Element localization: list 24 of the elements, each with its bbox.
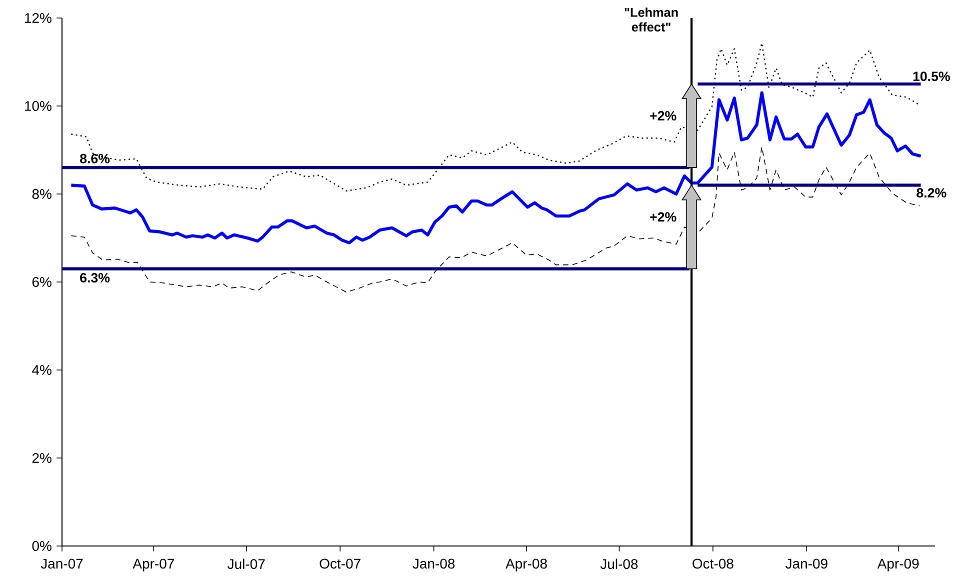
x-tick-label: Apr-09 [877, 558, 919, 572]
ref-line-label: "Lehman effect" [624, 8, 678, 32]
x-tick-label: Jan-08 [412, 558, 455, 569]
y-tick-label: 0% [32, 541, 52, 551]
annotation: +2% [650, 212, 676, 222]
x-tick-label: Jan-09 [785, 558, 828, 569]
x-tick-label: Jan-07 [40, 558, 83, 569]
y-tick-label: 12% [25, 13, 52, 23]
x-tick-label: Jul-07 [228, 558, 265, 569]
y-tick-label: 6% [32, 277, 52, 287]
x-tick-label: Oct-07 [320, 558, 360, 569]
y-tick-label: 4% [32, 365, 52, 375]
x-tick-label: Jul-08 [600, 558, 638, 569]
x-tick-label: Apr-08 [506, 558, 547, 572]
annotation: 8.6% [80, 154, 110, 164]
y-tick-label: 8% [32, 189, 52, 199]
y-tick-label: 2% [32, 453, 52, 463]
annotation: +2% [650, 111, 676, 120]
x-tick-label: Oct-08 [692, 558, 734, 569]
annotation: 8.2% [916, 188, 946, 198]
annotation: 6.3% [80, 273, 110, 283]
x-tick-label: Apr-07 [132, 558, 174, 572]
annotation: 10.5% [913, 72, 950, 82]
y-tick-label: 10% [25, 101, 52, 111]
